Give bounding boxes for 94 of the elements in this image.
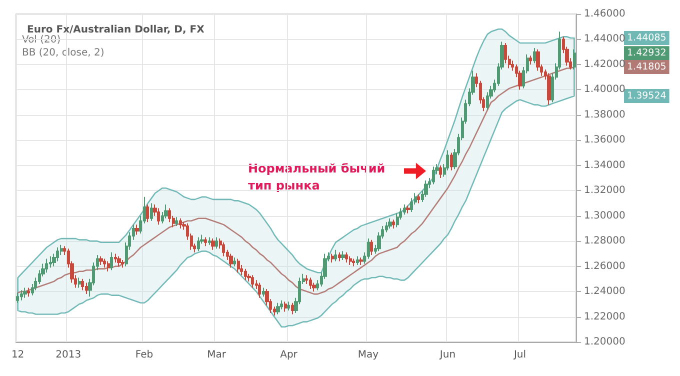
candlestick — [107, 260, 110, 272]
candlestick — [85, 282, 88, 295]
candlestick — [110, 252, 113, 271]
candlestick — [204, 236, 207, 247]
candlestick — [121, 260, 124, 268]
candlestick — [251, 274, 254, 288]
y-tick-label: 1.38000 — [584, 109, 626, 120]
candlestick — [349, 256, 352, 266]
candlestick — [280, 300, 283, 310]
x-tick-label: 2013 — [56, 350, 82, 360]
candlestick — [291, 302, 294, 315]
x-tick-label: Jul — [512, 350, 526, 360]
text: 1.44085 — [627, 32, 666, 44]
candlestick — [345, 252, 348, 264]
candlestick — [244, 268, 247, 281]
candlestick — [211, 238, 215, 250]
x-tick-label: May — [358, 350, 379, 360]
candlestick — [150, 202, 153, 222]
line-series — [17, 66, 575, 295]
candlestick — [573, 48, 576, 70]
candlestick — [309, 277, 312, 290]
candlestick — [168, 208, 171, 223]
candlestick — [392, 219, 395, 229]
candlestick — [334, 249, 337, 262]
text: 1.39524 — [627, 90, 666, 102]
candlestick — [439, 164, 442, 178]
x-tick-label: Feb — [135, 350, 154, 360]
candlestick — [23, 287, 27, 298]
candlestick — [276, 302, 280, 315]
y-tick-label: 1.26000 — [584, 260, 626, 272]
y-tick-label: 1.40000 — [584, 84, 626, 96]
candlestick — [262, 287, 265, 298]
text: Euro Fx/Australian Dollar, D, FX — [27, 24, 205, 36]
candlestick — [81, 278, 84, 291]
candlestick — [388, 218, 392, 229]
candlestick — [547, 72, 551, 106]
candlestick — [237, 258, 240, 274]
candlestick — [197, 236, 200, 252]
candlestick — [179, 218, 182, 229]
text: 1.41805 — [627, 61, 666, 72]
y-tick-label: 1.36000 — [584, 134, 626, 146]
candlestick — [49, 256, 52, 268]
x-tick-label: 12 — [11, 350, 24, 360]
candlestick — [356, 256, 359, 266]
y-tick-label: 1.32000 — [584, 185, 626, 196]
candlestick — [504, 42, 507, 64]
text: 1.42932 — [627, 48, 666, 59]
candlestick — [258, 282, 261, 298]
y-tick-label: 1.34000 — [584, 160, 626, 171]
candlestick — [20, 290, 23, 301]
x-tick-label: Jun — [438, 350, 456, 360]
x-tick-label: Mar — [207, 350, 227, 360]
candlestick — [27, 287, 30, 298]
y-tick-label: 1.30000 — [584, 210, 626, 222]
candlestick — [78, 277, 81, 288]
candlestick — [370, 239, 373, 256]
candlestick — [103, 258, 106, 268]
candlestick — [417, 194, 420, 204]
candlestick — [229, 253, 233, 268]
candlestick — [222, 242, 225, 257]
candlestick — [157, 208, 160, 226]
candlestick — [233, 256, 236, 267]
candlestick — [99, 256, 103, 266]
candlestick — [146, 204, 149, 223]
y-tick-label: 1.46000 — [584, 8, 626, 20]
candlestick — [529, 55, 532, 65]
candlestick — [341, 250, 345, 260]
candlestick — [331, 253, 334, 264]
candlestick — [114, 253, 117, 264]
y-tick-label: 1.28000 — [584, 236, 626, 247]
y-tick-label: 1.20000 — [584, 336, 626, 348]
candlestick — [215, 236, 218, 250]
y-tick-label: 1.22000 — [584, 311, 626, 322]
candlestick — [450, 152, 453, 171]
candlestick — [403, 204, 406, 216]
y-tick-label: 1.24000 — [584, 286, 626, 298]
candlestick — [352, 258, 355, 267]
x-tick-label: Apr — [280, 350, 298, 360]
candlestick — [533, 48, 536, 64]
candlestick — [287, 301, 290, 311]
candlestick — [284, 301, 287, 312]
candlestick — [117, 256, 121, 267]
candlestick — [135, 224, 139, 236]
candlestick — [396, 212, 399, 228]
candlestick — [175, 216, 178, 226]
candlestick — [359, 256, 363, 266]
candlestick — [16, 292, 19, 304]
candlestick — [45, 258, 48, 274]
candlestick — [406, 205, 410, 214]
annotation: Нормальный бычий тип рынка — [248, 162, 386, 192]
candlestick — [432, 166, 435, 185]
candlestick — [208, 236, 211, 246]
annotation: BB (20, close, 2) — [22, 48, 104, 58]
candlestick — [338, 252, 341, 262]
